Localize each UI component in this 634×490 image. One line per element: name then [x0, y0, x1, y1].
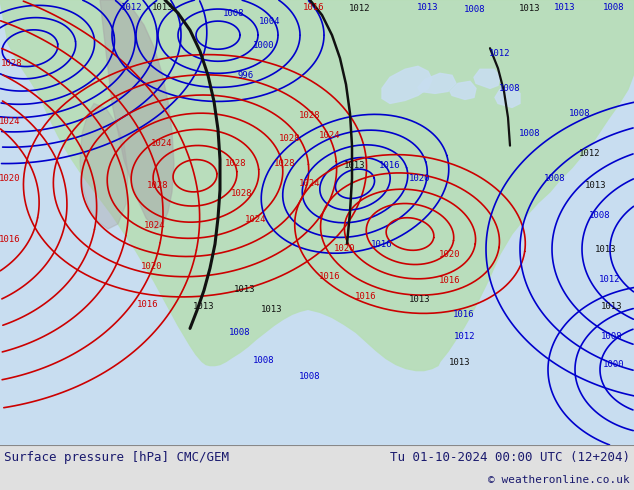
Polygon shape — [495, 87, 520, 107]
Text: 1016: 1016 — [439, 276, 461, 285]
Text: 1012: 1012 — [349, 3, 371, 13]
Polygon shape — [382, 66, 432, 103]
Text: 1012: 1012 — [489, 49, 511, 58]
Text: 1013: 1013 — [193, 302, 215, 311]
Text: 1013: 1013 — [152, 2, 174, 12]
Text: 1024: 1024 — [299, 179, 321, 188]
Text: 1013: 1013 — [585, 181, 607, 190]
Text: 1013: 1013 — [344, 161, 366, 170]
Text: 1004: 1004 — [259, 17, 281, 25]
Text: 1016: 1016 — [355, 292, 377, 301]
Polygon shape — [0, 0, 634, 370]
Polygon shape — [100, 0, 174, 229]
Text: 1000: 1000 — [603, 360, 624, 369]
Text: 1013: 1013 — [261, 305, 283, 314]
Text: 1008: 1008 — [603, 2, 624, 12]
Text: 1008: 1008 — [569, 109, 591, 118]
Text: 1028: 1028 — [275, 159, 295, 168]
Polygon shape — [80, 103, 128, 229]
Text: 1013: 1013 — [595, 245, 617, 253]
Text: 1024: 1024 — [152, 139, 172, 148]
Text: 1008: 1008 — [601, 332, 623, 341]
Text: 1020: 1020 — [410, 174, 430, 183]
Polygon shape — [0, 0, 634, 445]
Text: 1024: 1024 — [320, 131, 340, 140]
Text: 1013: 1013 — [234, 285, 256, 294]
Text: 1028: 1028 — [299, 111, 321, 120]
Text: 1013: 1013 — [554, 2, 576, 12]
Text: 1016: 1016 — [372, 240, 392, 248]
Text: 1028: 1028 — [279, 134, 301, 143]
Text: 1016: 1016 — [453, 310, 475, 319]
Text: 1012: 1012 — [599, 275, 621, 284]
Text: 1020: 1020 — [439, 249, 461, 259]
Text: 1020: 1020 — [334, 244, 356, 252]
Text: 1013: 1013 — [410, 295, 430, 304]
Text: 1024: 1024 — [0, 117, 21, 126]
Text: 1028: 1028 — [231, 189, 253, 198]
Text: 1016: 1016 — [379, 161, 401, 170]
Text: 1016: 1016 — [320, 271, 340, 281]
Polygon shape — [0, 445, 634, 490]
Text: 1028: 1028 — [1, 59, 23, 68]
Polygon shape — [474, 69, 500, 88]
Text: 1008: 1008 — [253, 356, 275, 365]
Text: 1020: 1020 — [0, 174, 21, 183]
Text: 1028: 1028 — [147, 181, 169, 190]
Text: © weatheronline.co.uk: © weatheronline.co.uk — [488, 475, 630, 485]
Text: 1020: 1020 — [141, 262, 163, 270]
Text: 1008: 1008 — [299, 372, 321, 381]
Text: 1013: 1013 — [450, 358, 471, 367]
Text: 1028: 1028 — [225, 159, 247, 168]
Text: 1012: 1012 — [454, 332, 476, 341]
Text: 996: 996 — [238, 71, 254, 80]
Text: 1016: 1016 — [303, 2, 325, 12]
Text: 1013: 1013 — [417, 2, 439, 12]
Polygon shape — [418, 74, 456, 94]
Polygon shape — [450, 81, 476, 99]
Text: Surface pressure [hPa] CMC/GEM: Surface pressure [hPa] CMC/GEM — [4, 451, 229, 464]
Text: 1012: 1012 — [579, 149, 601, 158]
Text: 1008: 1008 — [589, 211, 611, 220]
Text: 1008: 1008 — [223, 8, 245, 18]
Text: 1008: 1008 — [464, 4, 486, 14]
Text: 1000: 1000 — [253, 41, 275, 49]
Text: Tu 01-10-2024 00:00 UTC (12+204): Tu 01-10-2024 00:00 UTC (12+204) — [390, 451, 630, 464]
Text: 1008: 1008 — [544, 174, 566, 183]
Text: 1008: 1008 — [499, 84, 521, 93]
Text: 1013: 1013 — [519, 3, 541, 13]
Text: 1016: 1016 — [0, 235, 21, 244]
Text: 1008: 1008 — [230, 328, 251, 337]
Text: 1024: 1024 — [145, 221, 165, 230]
Text: 1024: 1024 — [245, 216, 267, 224]
Text: 1013: 1013 — [601, 302, 623, 311]
Text: 1012: 1012 — [121, 2, 143, 12]
Text: 1008: 1008 — [519, 129, 541, 138]
Text: 1016: 1016 — [137, 300, 158, 309]
